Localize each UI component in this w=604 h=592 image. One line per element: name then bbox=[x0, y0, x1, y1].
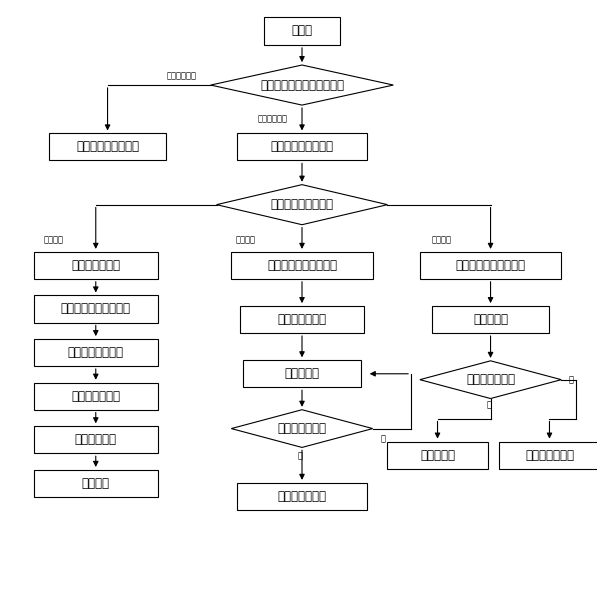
FancyBboxPatch shape bbox=[240, 306, 364, 333]
FancyBboxPatch shape bbox=[231, 252, 373, 279]
Polygon shape bbox=[217, 185, 387, 225]
Text: 接收到输出模块启动包: 接收到输出模块启动包 bbox=[267, 259, 337, 272]
Polygon shape bbox=[420, 361, 561, 398]
Text: 判断新增加设备类型: 判断新增加设备类型 bbox=[271, 198, 333, 211]
Text: 发送可操作状态包: 发送可操作状态包 bbox=[68, 346, 124, 359]
Text: 发送输出控制包: 发送输出控制包 bbox=[277, 313, 327, 326]
Text: 接收到输入模块启动包: 接收到输入模块启动包 bbox=[455, 259, 525, 272]
Text: 设备加入系统: 设备加入系统 bbox=[258, 115, 288, 124]
Text: 通讯模块: 通讯模块 bbox=[44, 236, 64, 244]
Polygon shape bbox=[211, 65, 393, 105]
Text: 是否有设备加入或退出系统: 是否有设备加入或退出系统 bbox=[260, 79, 344, 92]
FancyBboxPatch shape bbox=[34, 295, 158, 323]
FancyBboxPatch shape bbox=[500, 442, 600, 469]
Text: 数据处理: 数据处理 bbox=[82, 477, 110, 490]
FancyBboxPatch shape bbox=[34, 382, 158, 410]
Text: 等待数据上传: 等待数据上传 bbox=[75, 433, 117, 446]
Text: 发送配置信息包: 发送配置信息包 bbox=[71, 390, 120, 403]
Text: 初始化: 初始化 bbox=[292, 24, 312, 37]
FancyBboxPatch shape bbox=[243, 360, 361, 387]
Text: 输出模块: 输出模块 bbox=[236, 236, 256, 244]
FancyBboxPatch shape bbox=[420, 252, 561, 279]
Text: 发送复位命令包: 发送复位命令包 bbox=[277, 490, 327, 503]
Text: 是: 是 bbox=[487, 401, 492, 410]
Text: 否: 否 bbox=[568, 375, 573, 384]
FancyBboxPatch shape bbox=[432, 306, 550, 333]
Text: 主动发送查询包: 主动发送查询包 bbox=[71, 259, 120, 272]
Text: 否: 否 bbox=[381, 435, 386, 443]
Text: 设备退出系统: 设备退出系统 bbox=[167, 71, 196, 80]
FancyBboxPatch shape bbox=[49, 133, 167, 160]
FancyBboxPatch shape bbox=[237, 133, 367, 160]
FancyBboxPatch shape bbox=[34, 252, 158, 279]
Text: 解析数据包: 解析数据包 bbox=[420, 449, 455, 462]
Text: 释放该设备所占内存: 释放该设备所占内存 bbox=[76, 140, 139, 153]
FancyBboxPatch shape bbox=[34, 426, 158, 453]
FancyBboxPatch shape bbox=[237, 483, 367, 510]
FancyBboxPatch shape bbox=[34, 339, 158, 366]
Text: 接收到通讯模块启动包: 接收到通讯模块启动包 bbox=[61, 303, 131, 316]
FancyBboxPatch shape bbox=[34, 470, 158, 497]
Text: 分配新增加设备内存: 分配新增加设备内存 bbox=[271, 140, 333, 153]
Text: 发送心跳包: 发送心跳包 bbox=[284, 367, 320, 380]
Polygon shape bbox=[231, 410, 373, 448]
Text: 是否收到错误帧: 是否收到错误帧 bbox=[277, 422, 327, 435]
FancyBboxPatch shape bbox=[387, 442, 487, 469]
Text: 数据包是否正常: 数据包是否正常 bbox=[466, 373, 515, 386]
Text: 是: 是 bbox=[298, 451, 303, 460]
Text: 发送应答帧: 发送应答帧 bbox=[473, 313, 508, 326]
Text: 发送复位命令包: 发送复位命令包 bbox=[525, 449, 574, 462]
FancyBboxPatch shape bbox=[264, 17, 340, 45]
Text: 输入模块: 输入模块 bbox=[432, 236, 452, 244]
